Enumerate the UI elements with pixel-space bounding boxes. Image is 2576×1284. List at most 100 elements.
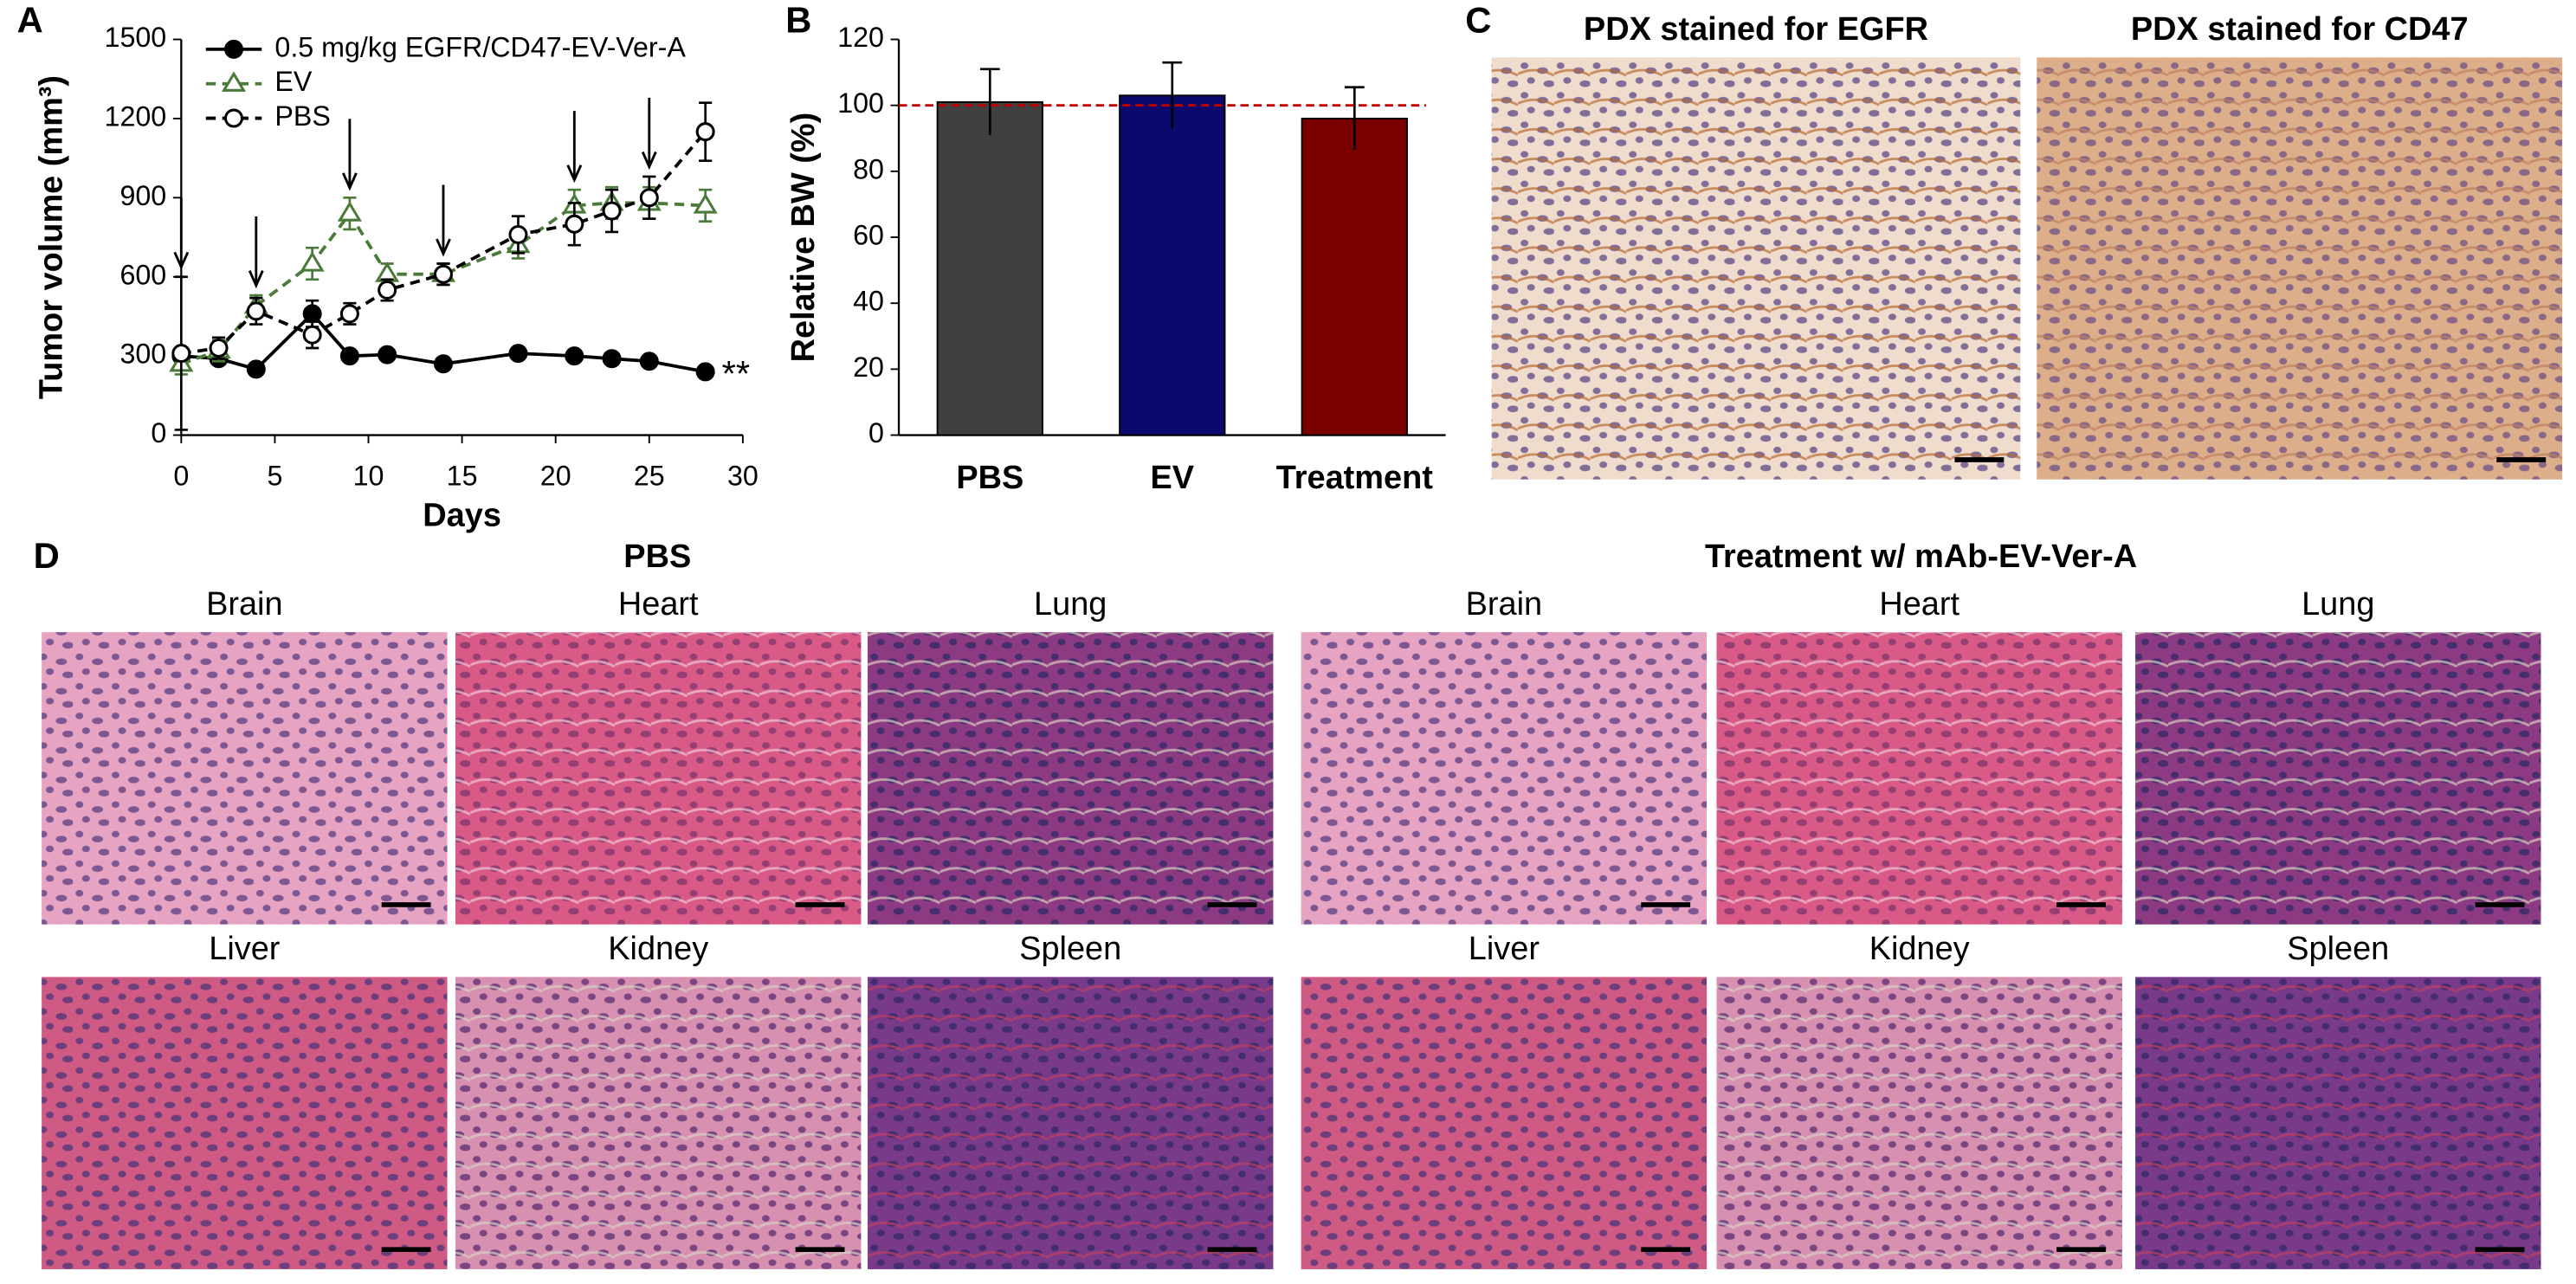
data-point <box>339 346 359 366</box>
micrograph <box>455 632 862 925</box>
organ-title: Kidney <box>1869 931 1970 967</box>
legend-label: 0.5 mg/kg EGFR/CD47-EV-Ver-A <box>274 31 686 62</box>
data-point <box>433 264 453 284</box>
data-point <box>171 344 191 364</box>
organ-title: Heart <box>618 586 699 623</box>
y-tick-label: 1200 <box>105 100 167 132</box>
group-title: PBS <box>623 539 691 575</box>
annotation: ** <box>722 353 750 394</box>
legend-label: PBS <box>274 100 330 132</box>
x-tick-label: 30 <box>727 460 759 491</box>
legend-marker <box>223 108 243 128</box>
data-point <box>337 201 362 222</box>
dose-arrow <box>436 184 451 257</box>
organ-title: Spleen <box>2287 931 2389 967</box>
data-point <box>639 352 659 371</box>
organ-title: Lung <box>2302 586 2374 623</box>
organ-title: Liver <box>209 931 280 967</box>
y-tick-label: 600 <box>119 259 166 290</box>
micrograph <box>2135 977 2541 1269</box>
x-tick-label: 20 <box>540 460 571 491</box>
organ-title: Heart <box>1879 586 1959 623</box>
x-tick-label: 0 <box>173 460 189 491</box>
dose-arrow <box>641 97 657 171</box>
y-axis-label: Tumor volume (mm³) <box>33 75 69 399</box>
group-title: Treatment w/ mAb-EV-Ver-A <box>1705 539 2137 575</box>
micrograph <box>1301 977 1708 1269</box>
micrograph <box>42 977 448 1269</box>
bar <box>936 100 1043 436</box>
x-tick-label: Treatment <box>1276 460 1434 496</box>
x-axis-label: Days <box>423 497 501 533</box>
dose-arrow <box>566 111 583 184</box>
y-tick-label: 40 <box>853 286 884 317</box>
micrograph <box>2135 632 2541 925</box>
x-tick-label: 10 <box>353 460 384 491</box>
data-point <box>378 345 397 365</box>
organ-title: Brain <box>1466 586 1543 623</box>
y-axis-label: Relative BW (%) <box>785 113 822 363</box>
error-bar <box>1162 61 1183 129</box>
data-point <box>508 224 528 244</box>
data-point <box>508 344 528 364</box>
micrograph <box>42 632 448 925</box>
y-tick-label: 100 <box>837 87 884 119</box>
organ-title: Liver <box>1469 931 1540 967</box>
panel-label: C <box>1465 0 1491 41</box>
data-point <box>300 251 325 272</box>
legend-label: EV <box>274 66 312 97</box>
data-point <box>602 349 622 369</box>
micrograph <box>868 977 1274 1269</box>
y-tick-label: 900 <box>119 180 166 211</box>
error-bar <box>979 68 1000 135</box>
micrograph <box>2037 57 2563 480</box>
data-point <box>695 122 715 142</box>
data-point <box>602 201 622 221</box>
y-tick-label: 20 <box>853 352 884 383</box>
data-point <box>302 304 322 324</box>
data-point <box>375 261 400 282</box>
data-point <box>378 280 397 300</box>
panel-label: D <box>34 535 60 576</box>
bar <box>1301 117 1408 436</box>
dose-arrow <box>248 216 264 289</box>
micrograph <box>455 977 862 1269</box>
data-point <box>246 301 266 321</box>
micrograph <box>1716 632 2122 925</box>
x-tick-label: 25 <box>634 460 665 491</box>
organ-title: Lung <box>1034 586 1107 623</box>
y-tick-label: 0 <box>151 417 166 448</box>
organ-title: Brain <box>206 586 283 623</box>
bar <box>1119 94 1226 436</box>
data-point <box>433 354 453 374</box>
y-tick-label: 60 <box>853 220 884 251</box>
y-tick-label: 80 <box>853 153 884 184</box>
data-point <box>565 214 584 234</box>
x-tick-label: 15 <box>447 460 478 491</box>
micrograph <box>1716 977 2122 1269</box>
data-point <box>565 346 584 366</box>
data-point <box>246 359 266 379</box>
legend-marker <box>223 39 243 59</box>
micrograph <box>1301 632 1708 925</box>
image-title: PDX stained for EGFR <box>1584 11 1928 48</box>
data-point <box>639 188 659 208</box>
data-point <box>695 362 715 382</box>
micrograph <box>868 632 1274 925</box>
x-tick-label: EV <box>1151 460 1195 496</box>
y-tick-label: 120 <box>837 22 884 53</box>
x-tick-label: 5 <box>267 460 282 491</box>
panel-label: A <box>17 0 43 41</box>
organ-title: Spleen <box>1019 931 1121 967</box>
micrograph <box>1491 57 2021 480</box>
error-bar <box>1344 86 1365 151</box>
image-title: PDX stained for CD47 <box>2131 11 2469 48</box>
data-point <box>209 339 229 358</box>
data-point <box>302 325 322 345</box>
x-tick-label: PBS <box>956 460 1023 496</box>
organ-title: Kidney <box>608 931 708 967</box>
y-tick-label: 1500 <box>105 22 167 53</box>
y-tick-label: 0 <box>868 417 884 448</box>
y-tick-label: 300 <box>119 339 166 370</box>
data-point <box>339 304 359 324</box>
